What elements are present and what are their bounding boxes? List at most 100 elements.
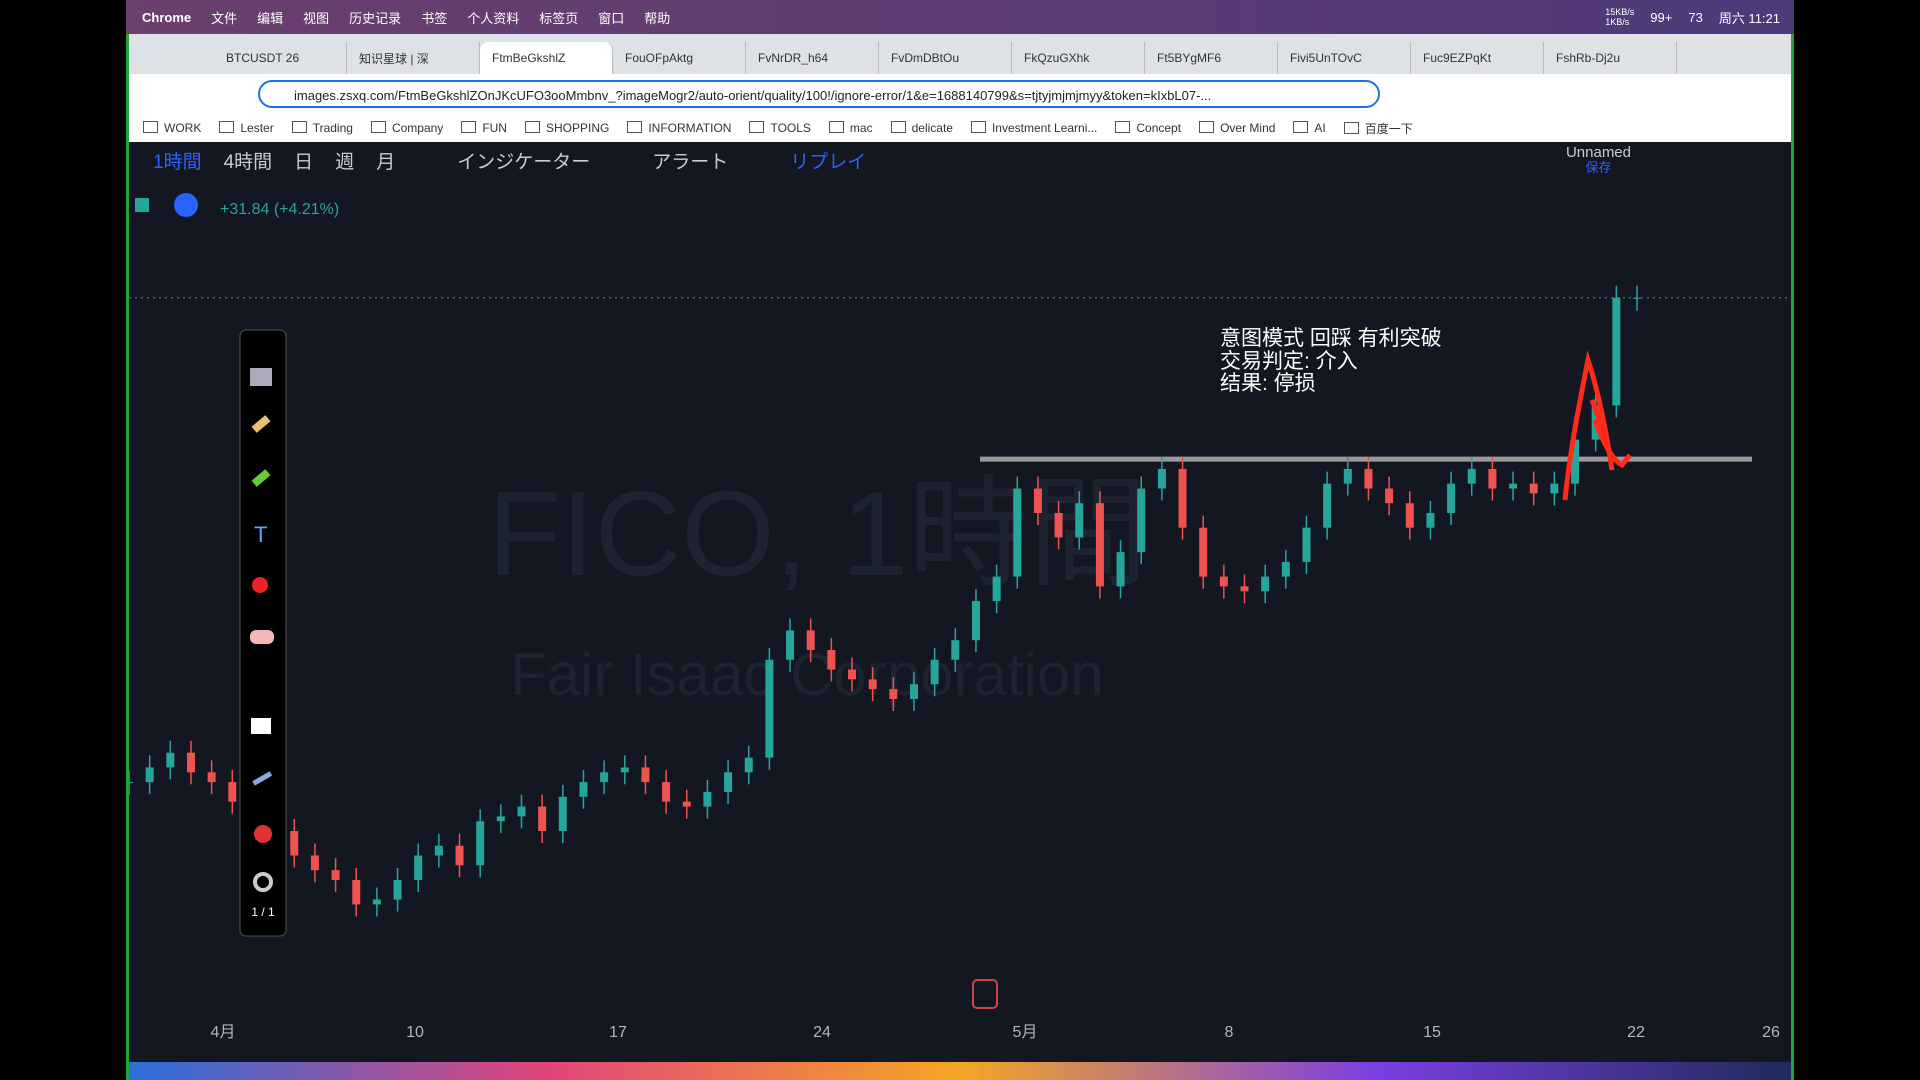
tool-icon[interactable]: [251, 469, 271, 487]
tab[interactable]: Ft5BYgMF6: [1145, 42, 1278, 74]
candle-body: [765, 659, 774, 758]
bookmark[interactable]: Lester: [219, 121, 273, 135]
tab[interactable]: FvDmDBtOu: [879, 42, 1012, 74]
candle: [1467, 456, 1476, 496]
menu-item[interactable]: 窗口: [598, 10, 625, 26]
candle-body: [1033, 488, 1042, 513]
badge[interactable]: 99+: [1650, 9, 1673, 25]
candle: [724, 760, 733, 804]
candle-body: [1385, 488, 1394, 504]
tool-icon[interactable]: [250, 630, 274, 644]
save[interactable]: 保存: [1585, 160, 1612, 175]
bookmark[interactable]: 百度一下: [1344, 120, 1413, 137]
candle-body: [1323, 483, 1332, 528]
replay[interactable]: リプレイ: [790, 151, 867, 173]
candle-body: [786, 630, 795, 660]
bookmark[interactable]: delicate: [891, 121, 953, 135]
menu-item[interactable]: 个人资料: [467, 10, 520, 26]
tool-icon[interactable]: [251, 718, 271, 734]
bookmark[interactable]: Investment Learni...: [971, 121, 1097, 135]
candle: [930, 647, 939, 697]
candle: [1612, 285, 1621, 418]
menu-item[interactable]: 帮助: [644, 10, 671, 26]
candle-body: [1426, 513, 1435, 528]
candle: [827, 638, 836, 682]
candle-body: [352, 879, 361, 905]
tab[interactable]: 知识星球 | 深: [347, 42, 480, 74]
bookmark[interactable]: FUN: [461, 121, 507, 135]
candle-body: [186, 752, 195, 773]
tab[interactable]: Fivi5UnTOvC: [1278, 42, 1411, 74]
candle-body: [1612, 297, 1621, 406]
candle: [393, 867, 402, 912]
candle-body: [1529, 483, 1538, 494]
bookmark[interactable]: Concept: [1115, 121, 1181, 135]
tab[interactable]: BTCUSDT 26: [214, 42, 347, 74]
interval[interactable]: 日: [294, 151, 314, 173]
candle: [579, 770, 588, 809]
candle-body: [455, 845, 464, 866]
tool-icon[interactable]: [252, 577, 268, 593]
menu-item[interactable]: 视图: [303, 10, 330, 26]
candle: [1095, 491, 1104, 599]
url-field[interactable]: images.zsxq.com/FtmBeGkshlZOnJKcUFO3ooMm…: [258, 80, 1380, 108]
candle-body: [331, 870, 340, 880]
bookmark[interactable]: Trading: [292, 121, 353, 135]
bookmark[interactable]: Company: [371, 121, 443, 135]
net-speed: 15KB/s 1KB/s: [1605, 7, 1634, 27]
menu-item[interactable]: 编辑: [257, 10, 284, 26]
bookmark[interactable]: SHOPPING: [525, 121, 609, 135]
candle: [765, 647, 774, 770]
candle: [600, 760, 609, 795]
alert[interactable]: アラート: [652, 151, 729, 173]
layout-title[interactable]: Unnamed: [1565, 144, 1631, 161]
tool-icon[interactable]: [251, 415, 271, 433]
clock: 周六 11:21: [1718, 10, 1780, 26]
bookmark[interactable]: AI: [1293, 121, 1325, 135]
bookmark[interactable]: Over Mind: [1199, 121, 1275, 135]
bookmark[interactable]: INFORMATION: [627, 121, 731, 135]
menu-item[interactable]: 标签页: [539, 10, 579, 26]
menu-item[interactable]: 文件: [211, 10, 238, 26]
candle-body: [228, 782, 237, 802]
candle: [228, 770, 237, 814]
tab[interactable]: FouOFpAktg: [613, 42, 746, 74]
candle-body: [724, 772, 733, 792]
bookmark[interactable]: TOOLS: [749, 121, 810, 135]
interval[interactable]: 月: [376, 151, 396, 173]
tab[interactable]: FshRb-Dj2u: [1544, 42, 1677, 74]
tab[interactable]: Fuc9EZPqKt: [1411, 42, 1544, 74]
candle: [1199, 515, 1208, 589]
candle-body: [1054, 513, 1063, 538]
bookmark[interactable]: mac: [829, 121, 873, 135]
candle: [992, 564, 1001, 614]
menu-item[interactable]: 历史记录: [349, 10, 402, 26]
tab[interactable]: FkQzuGXhk: [1012, 42, 1145, 74]
interval[interactable]: 週: [335, 151, 355, 173]
tool-icon[interactable]: [250, 368, 272, 386]
tool-icon[interactable]: [253, 872, 273, 892]
tool-icon[interactable]: T: [254, 522, 267, 547]
candle: [1509, 471, 1518, 501]
bookmark[interactable]: WORK: [143, 121, 201, 135]
watermark-name: Fair Isaac Corporation: [510, 641, 1104, 708]
candle: [1550, 471, 1559, 506]
candle-body: [992, 576, 1001, 602]
tab[interactable]: FvNrDR_h64: [746, 42, 879, 74]
tool-icon[interactable]: [252, 771, 273, 786]
tool-icon[interactable]: [254, 825, 272, 843]
candle-body: [909, 684, 918, 699]
indicators[interactable]: インジケーター: [457, 151, 591, 173]
chart-bg: [129, 178, 1791, 1062]
interval[interactable]: 4時間: [223, 151, 273, 173]
tab[interactable]: FtmBeGkshlZ: [480, 42, 613, 74]
candle-body: [579, 782, 588, 797]
interval[interactable]: 1時間: [153, 151, 202, 173]
menu-item[interactable]: 书签: [421, 10, 448, 26]
candle: [868, 667, 877, 702]
candle-body: [1364, 468, 1373, 489]
candle: [1219, 564, 1228, 599]
x-tick-label: 15: [1423, 1024, 1441, 1041]
replay-button[interactable]: [174, 193, 198, 217]
badge[interactable]: 73: [1688, 9, 1703, 25]
